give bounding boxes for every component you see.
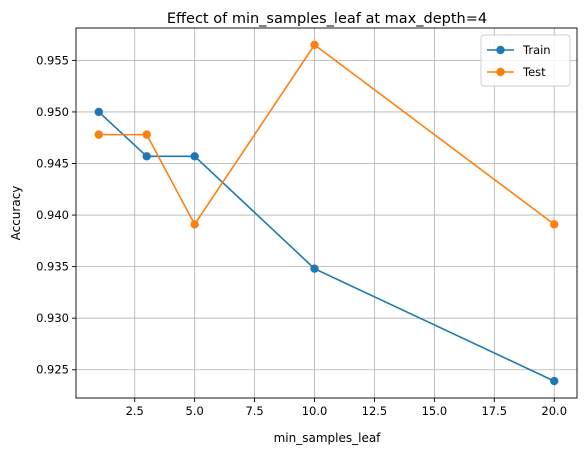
y-axis: 0.925 0.930 0.935 0.940 0.945 0.950 0.955 bbox=[36, 53, 76, 377]
y-tick-label: 0.925 bbox=[36, 363, 69, 377]
data-point-train bbox=[550, 376, 559, 386]
plot-frame bbox=[75, 27, 578, 399]
y-tick-label: 0.940 bbox=[36, 208, 69, 222]
grid bbox=[76, 28, 577, 398]
legend-marker-test bbox=[496, 67, 505, 77]
data-point-test bbox=[310, 40, 319, 50]
y-tick-label: 0.945 bbox=[36, 157, 69, 171]
legend: Train Test bbox=[480, 34, 571, 87]
y-tick-label: 0.935 bbox=[36, 260, 69, 274]
legend-label-test: Test bbox=[522, 65, 546, 79]
data-point-train bbox=[94, 107, 103, 117]
y-tick-label: 0.950 bbox=[36, 105, 69, 119]
data-point-train bbox=[142, 152, 151, 161]
x-tick-label: 20.0 bbox=[541, 404, 567, 418]
y-tick-label: 0.955 bbox=[36, 53, 69, 67]
data-point-test bbox=[550, 220, 559, 229]
x-tick-label: 7.5 bbox=[245, 404, 263, 418]
y-axis-label: Accuracy bbox=[9, 186, 23, 241]
data-point-test bbox=[142, 130, 151, 139]
data-point-train bbox=[310, 264, 319, 273]
x-axis: 2.5 5.0 7.5 10.0 12.5 15.0 17.5 20.0 bbox=[126, 398, 567, 418]
series-layer bbox=[94, 40, 559, 386]
y-tick-label: 0.930 bbox=[36, 311, 69, 325]
x-tick-label: 17.5 bbox=[481, 404, 507, 418]
series-line-train bbox=[98, 111, 555, 382]
x-tick-label: 10.0 bbox=[302, 404, 328, 418]
data-point-train bbox=[190, 152, 199, 161]
legend-marker-train bbox=[496, 45, 505, 55]
data-point-test bbox=[190, 220, 199, 229]
data-point-test bbox=[94, 130, 103, 139]
chart-title: Effect of min_samples_leaf at max_depth=… bbox=[167, 11, 487, 27]
x-tick-label: 2.5 bbox=[126, 404, 144, 418]
x-axis-label: min_samples_leaf bbox=[274, 431, 382, 445]
x-tick-label: 12.5 bbox=[362, 404, 388, 418]
legend-label-train: Train bbox=[522, 43, 551, 57]
x-tick-label: 15.0 bbox=[422, 404, 448, 418]
x-tick-label: 5.0 bbox=[186, 404, 204, 418]
